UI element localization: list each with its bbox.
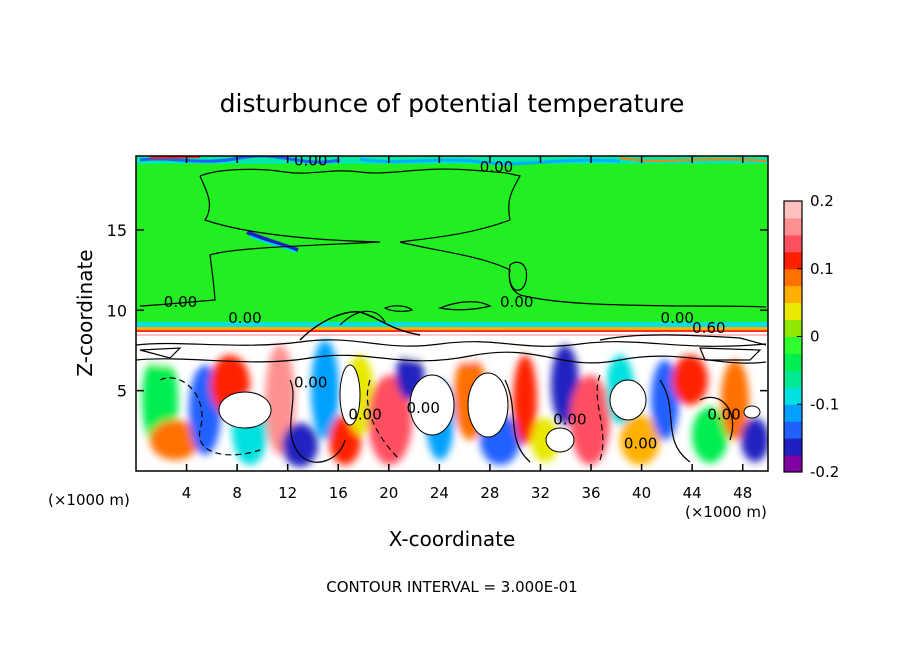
x-tick-label: 32 [531,484,550,502]
colorbar-segment [784,251,802,270]
y-tick-label: 10 [107,301,127,320]
x-unit-label-left: (×1000 m) [48,491,130,509]
plot-frame [135,155,769,472]
x-tick-label: 44 [683,484,702,502]
x-tick-label: 40 [632,484,651,502]
colorbar-segment [784,234,802,253]
x-tick-label: 28 [480,484,499,502]
interface-bands [136,322,768,336]
upper-green-field [136,156,768,330]
x-unit-label-right: (×1000 m) [685,503,767,521]
colorbar [783,200,803,473]
colorbar-tick-labels: 0.2 0.1 0 -0.1 -0.2 [797,192,839,481]
contour-label: 0.00 [228,309,261,327]
colorbar-segment [784,455,802,473]
blue-streak [246,230,299,252]
contour-label: 0.00 [348,406,381,424]
x-tick-label: 16 [329,484,348,502]
colorbar-segment [784,268,802,287]
plot-area: 0.00 0.000.00 0.000.00 0.000.600.000.00 0.00… [136,152,768,471]
colorbar-segment [784,302,802,321]
colorbar-segment [784,353,802,371]
contours [136,168,767,463]
x-tick-label: 48 [733,484,752,502]
colorbar-segment [784,336,802,354]
x-axis-ticks: 4 8 12 16 20 24 28 32 36 40 44 48 [182,156,752,502]
contour-label: 0.60 [692,319,725,337]
x-tick-label: 20 [379,484,398,502]
colorbar-tick-label: 0 [810,328,820,346]
white-eddies [218,364,761,453]
colorbar-tick-label: -0.2 [810,463,839,481]
colorbar-segment [784,319,802,337]
colorbar-tick-label: 0.1 [810,260,834,278]
contour-label: 0.00 [707,406,740,424]
contour-label: 0.00 [164,293,197,311]
y-axis-label: Z-coordinate [73,249,97,376]
x-tick-label: 4 [182,484,192,502]
x-tick-label: 12 [278,484,297,502]
x-axis-label: X-coordinate [389,527,516,551]
contour-label: 0.00 [661,309,694,327]
colorbar-tick-label: -0.1 [810,395,839,413]
contour-label: 0.00 [624,435,657,453]
colorbar-segment [784,438,802,456]
colorbar-segment [784,201,802,219]
colorbar-segment [784,285,802,304]
colorbar-segment [784,387,802,405]
top-strip [136,156,768,166]
contour-label: 0.00 [500,293,533,311]
colorbar-segment [784,370,802,388]
contour-label: 0.00 [406,399,439,417]
colorbar-segment [784,217,802,236]
y-tick-label: 15 [107,221,127,240]
colorbar-tick-label: 0.2 [810,192,834,210]
x-tick-label: 24 [430,484,449,502]
contour-interval-note: CONTOUR INTERVAL = 3.000E-01 [326,578,577,596]
contour-label: 0.00 [294,152,327,170]
contour-label: 0.00 [553,410,586,428]
contour-labels: 0.00 0.000.00 0.000.00 0.000.600.000.00 0.00… [164,152,741,453]
x-tick-label: 36 [581,484,600,502]
colorbar-segment [784,404,802,422]
chart-title: disturbunce of potential temperature [220,89,685,118]
colorbar-segment [784,421,802,439]
x-tick-label: 8 [232,484,242,502]
contour-label: 0.00 [480,158,513,176]
y-tick-label: 5 [117,382,127,401]
y-axis-ticks: 5 10 15 [107,221,768,401]
contour-label: 0.00 [294,373,327,391]
